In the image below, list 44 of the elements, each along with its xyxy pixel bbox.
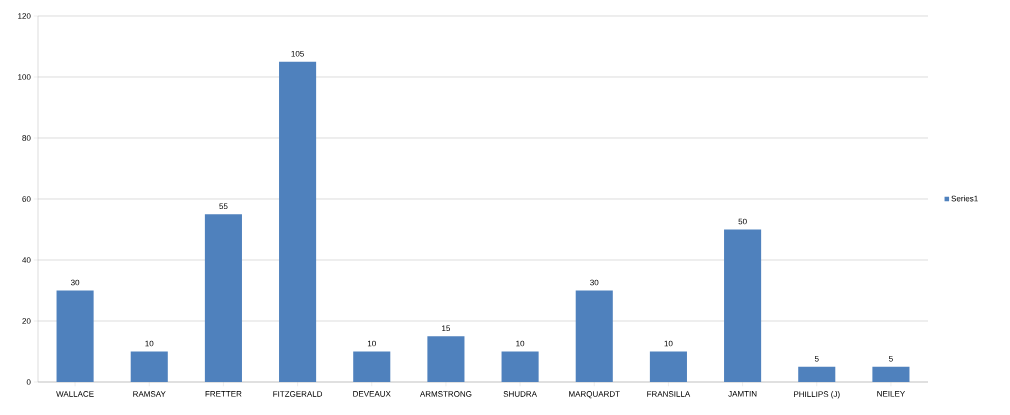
bar bbox=[353, 351, 391, 382]
x-tick-label: ARMSTRONG bbox=[419, 391, 472, 397]
bar bbox=[427, 336, 465, 382]
y-tick-label: 100 bbox=[18, 74, 31, 80]
x-tick-label: MARQUARDT bbox=[569, 391, 620, 399]
x-tick-label: FITZGERALD bbox=[273, 391, 323, 397]
data-label: 15 bbox=[442, 325, 451, 332]
bar bbox=[798, 366, 836, 382]
bar bbox=[724, 229, 762, 382]
data-label: 10 bbox=[145, 340, 154, 347]
x-tick-label: FRETTER bbox=[205, 391, 242, 397]
data-label: 30 bbox=[590, 279, 599, 286]
data-label: 5 bbox=[889, 355, 893, 362]
x-tick-label: SHUDRA bbox=[503, 391, 537, 397]
data-label: 10 bbox=[516, 340, 525, 347]
bar bbox=[130, 351, 168, 382]
data-label: 10 bbox=[664, 340, 673, 347]
legend-label: Series1 bbox=[951, 195, 978, 202]
x-tick-label: DEVEAUX bbox=[353, 391, 391, 397]
data-label: 50 bbox=[738, 218, 747, 225]
bar bbox=[649, 351, 687, 382]
x-tick-label: WALLACE bbox=[56, 391, 94, 397]
y-tick-label: 120 bbox=[18, 13, 31, 19]
bar bbox=[204, 214, 242, 382]
data-label: 105 bbox=[291, 50, 304, 57]
y-tick-label: 20 bbox=[22, 318, 31, 324]
bar bbox=[575, 290, 613, 382]
bar bbox=[279, 61, 317, 382]
bar bbox=[872, 366, 910, 382]
y-tick-label: 80 bbox=[22, 135, 31, 141]
data-label: 5 bbox=[814, 355, 819, 362]
x-tick-label: RAMSAY bbox=[133, 391, 166, 397]
data-label: 55 bbox=[219, 203, 228, 210]
x-tick-label: PHILLIPS (J) bbox=[794, 391, 840, 399]
data-label: 10 bbox=[367, 340, 376, 347]
bar bbox=[56, 290, 94, 382]
bar bbox=[501, 351, 539, 382]
y-tick-label: 40 bbox=[22, 257, 31, 263]
x-tick-label: FRANSILLA bbox=[647, 391, 691, 397]
x-tick-label: JAMTIN bbox=[728, 391, 757, 397]
y-tick-label: 0 bbox=[26, 379, 31, 385]
y-tick-label: 60 bbox=[22, 196, 31, 202]
x-tick-label: NEILEY bbox=[877, 391, 905, 397]
data-label: 30 bbox=[70, 279, 80, 286]
